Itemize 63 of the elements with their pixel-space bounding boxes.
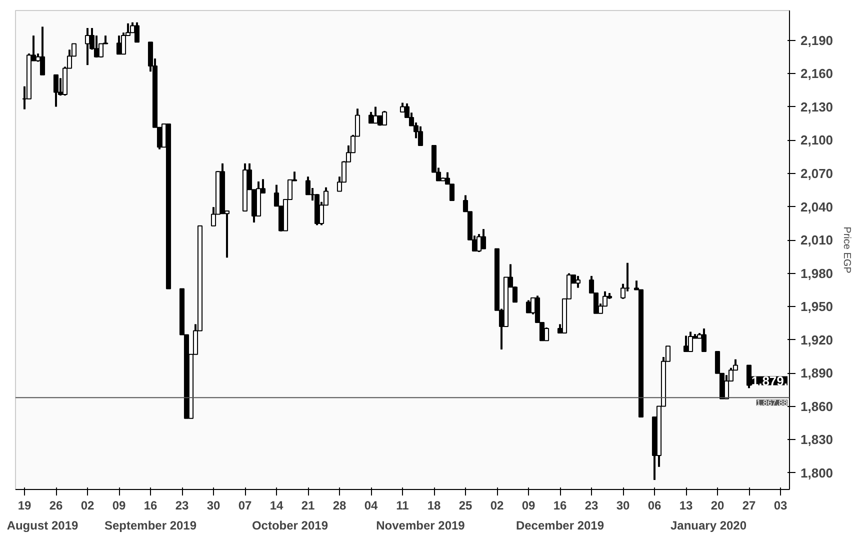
y-tick-label: 1,860 [800, 398, 834, 414]
y-tick-label: 1,920 [800, 332, 834, 348]
candlestick [418, 125, 424, 146]
x2-tick-label: September 2019 [104, 518, 197, 532]
y-tick-label: 2,010 [800, 232, 834, 248]
y-tick-label: 1,800 [800, 465, 834, 480]
x-tick-label: 02 [80, 498, 94, 512]
x2-tick-label: January 2020 [670, 518, 747, 532]
y-tick-label: 2,070 [800, 166, 834, 181]
ref-line-label: 1,867.88 [756, 398, 788, 408]
candlestick [480, 228, 486, 250]
x-tick-label: 13 [679, 498, 693, 512]
x-tick-label: 09 [522, 498, 536, 512]
x2-tick-label: August 2019 [6, 518, 79, 532]
y-tick-label: 1,830 [800, 432, 834, 448]
x-tick-label: 16 [553, 498, 567, 512]
candlestick [53, 74, 59, 108]
x2-tick-label: October 2019 [252, 518, 328, 532]
y-tick-label: 1,950 [800, 299, 834, 314]
x-tick-label: 07 [238, 498, 252, 512]
x-tick-label: 21 [301, 498, 315, 512]
x-tick-label: 09 [112, 498, 126, 512]
x-tick-label: 06 [648, 498, 662, 512]
x-tick-label: 14 [270, 498, 284, 512]
y-axis-title: Price EGP [841, 226, 852, 274]
x-tick-label: 25 [458, 498, 472, 512]
x-tick-label: 23 [175, 498, 189, 512]
x-tick-label: 23 [584, 498, 598, 512]
x-tick-label: 04 [364, 498, 378, 512]
y-tick-label: 1,980 [800, 266, 834, 281]
x-tick-label: 02 [490, 498, 504, 512]
x-tick-label: 11 [396, 498, 410, 512]
x2-tick-label: December 2019 [516, 518, 604, 532]
x-tick-label: 30 [616, 498, 630, 512]
candlestick [526, 299, 532, 314]
y-tick-label: 2,040 [800, 199, 834, 214]
y-tick-label: 1,890 [800, 366, 834, 381]
x-tick-label: 27 [742, 498, 756, 512]
y-tick-label: 2,190 [800, 32, 834, 48]
y-tick-label: 2,100 [800, 132, 834, 148]
annotation: 1,879. [751, 373, 788, 388]
candlestick [120, 32, 126, 56]
y-tick-label: 2,130 [800, 99, 834, 114]
y-tick-label: 2,160 [800, 66, 834, 82]
candlestick [688, 330, 694, 352]
candlestick [683, 334, 689, 352]
candlestick [40, 26, 46, 76]
candlestick [134, 21, 140, 44]
candlestick [701, 328, 707, 352]
candlestick [84, 27, 90, 66]
x-tick-label: 19 [18, 498, 32, 512]
x-tick-label: 26 [49, 498, 63, 512]
x2-tick-label: November 2019 [376, 518, 466, 532]
candlestick [116, 34, 122, 56]
x-tick-label: 18 [427, 498, 441, 512]
candlestick [575, 274, 581, 289]
candlestick [382, 110, 388, 126]
candlestick [476, 233, 482, 253]
x-tick-label: 16 [144, 498, 158, 512]
x-tick-label: 30 [206, 498, 220, 512]
x-tick-label: 20 [710, 498, 724, 512]
x-tick-label: 28 [332, 498, 346, 512]
x-tick-label: 03 [774, 498, 788, 512]
